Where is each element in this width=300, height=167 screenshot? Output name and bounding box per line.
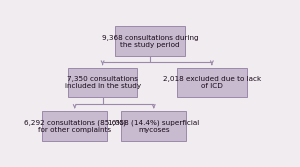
FancyBboxPatch shape — [121, 111, 186, 141]
Text: 2,018 excluded due to lack
of ICD: 2,018 excluded due to lack of ICD — [163, 76, 261, 89]
Text: 6,292 consultations (85.6%)
for other complaints: 6,292 consultations (85.6%) for other co… — [24, 119, 126, 133]
FancyBboxPatch shape — [177, 68, 247, 97]
Text: 7,350 consultations
included in the study: 7,350 consultations included in the stud… — [64, 76, 141, 89]
FancyBboxPatch shape — [42, 111, 107, 141]
Text: 9,368 consultations during
the study period: 9,368 consultations during the study per… — [102, 35, 199, 48]
FancyBboxPatch shape — [68, 68, 137, 97]
FancyBboxPatch shape — [116, 26, 185, 56]
Text: 1,058 (14.4%) superficial
mycoses: 1,058 (14.4%) superficial mycoses — [108, 119, 200, 133]
